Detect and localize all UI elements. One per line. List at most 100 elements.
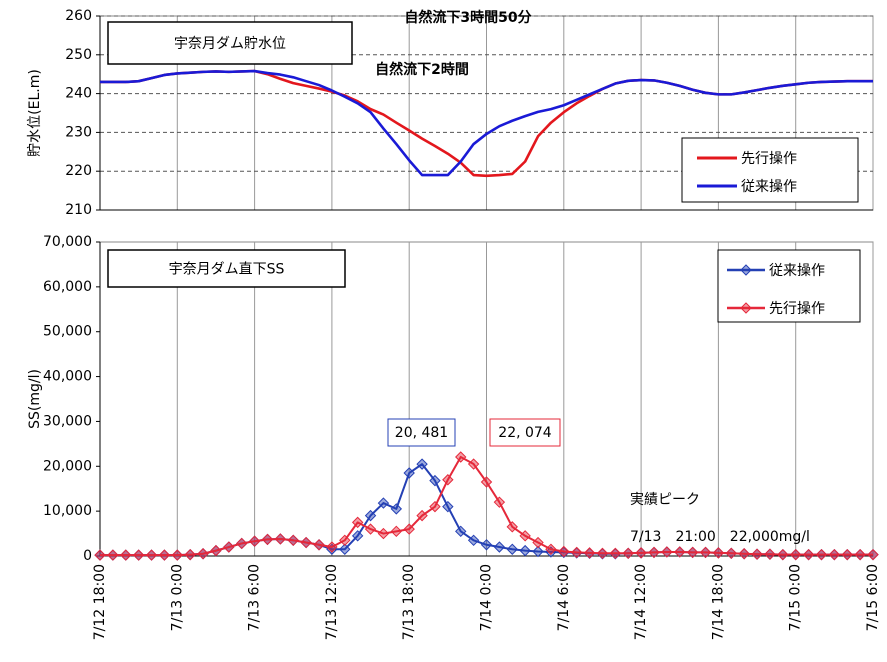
marker [287, 534, 299, 547]
marker [686, 546, 699, 559]
y-tick-label: 220 [65, 163, 92, 179]
marker [132, 549, 145, 561]
marker [442, 500, 454, 513]
marker [467, 534, 480, 547]
marker [596, 547, 609, 560]
marker [416, 509, 428, 522]
series-line [100, 69, 873, 177]
x-tick-label: 7/12 18:00 [92, 564, 108, 640]
marker [725, 547, 737, 560]
marker [377, 497, 390, 509]
y-tick-label: 30,000 [43, 413, 92, 429]
legend-label: 従来操作 [741, 179, 797, 195]
marker [145, 549, 158, 561]
annotation: 実績ピーク [630, 492, 700, 508]
marker [416, 458, 428, 470]
marker [403, 467, 415, 479]
series-line [100, 455, 873, 557]
marker [764, 548, 776, 560]
marker [351, 530, 364, 542]
marker [635, 547, 647, 559]
marker [867, 548, 879, 561]
marker [493, 541, 506, 553]
marker [390, 503, 403, 515]
marker [802, 548, 815, 561]
marker [699, 546, 712, 559]
marker [506, 521, 518, 533]
marker [532, 545, 544, 558]
marker [274, 533, 287, 545]
marker [351, 516, 364, 529]
x-tick-label: 7/14 12:00 [633, 564, 649, 640]
chart-title: 宇奈月ダム直下SS [169, 261, 285, 278]
x-tick-label: 7/14 18:00 [710, 564, 726, 640]
y-tick-label: 50,000 [43, 324, 92, 340]
title-box [107, 21, 353, 65]
y-tick-label: 20,000 [43, 458, 92, 474]
marker [532, 536, 544, 549]
marker [519, 544, 531, 557]
y-tick-label: 40,000 [43, 369, 92, 385]
legend-marker [740, 264, 752, 276]
marker [339, 534, 351, 547]
chart-title: 宇奈月ダム貯水位 [174, 36, 286, 52]
value-label: 20, 481 [395, 425, 448, 441]
marker [738, 548, 750, 560]
y-tick-label: 230 [65, 124, 92, 140]
y-tick-label: 260 [65, 8, 92, 24]
marker [480, 539, 493, 551]
y-tick-label: 10,000 [43, 503, 92, 519]
marker [570, 546, 583, 559]
marker [661, 546, 673, 558]
marker [236, 537, 248, 550]
marker [313, 539, 325, 551]
x-tick-label: 7/13 12:00 [324, 564, 340, 640]
marker [545, 543, 557, 555]
marker [622, 547, 634, 560]
y-tick-label: 210 [65, 202, 92, 218]
value-label-box [489, 418, 561, 447]
legend-box [717, 249, 861, 323]
annotation: 自然流下3時間50分 [404, 9, 531, 26]
marker [815, 548, 828, 561]
marker [377, 527, 390, 540]
marker [442, 474, 454, 486]
legend-label: 先行操作 [769, 301, 825, 317]
marker [403, 523, 415, 535]
value-label-box [387, 418, 456, 447]
marker [300, 536, 312, 549]
marker [609, 547, 622, 560]
marker [184, 548, 196, 561]
marker [712, 547, 725, 559]
x-tick-label: 7/13 18:00 [401, 564, 417, 640]
marker [158, 549, 171, 561]
marker [248, 535, 261, 547]
y-tick-label: 70,000 [43, 234, 92, 250]
marker [223, 541, 235, 553]
x-tick-label: 7/13 6:00 [247, 564, 263, 631]
marker [197, 548, 209, 560]
x-tick-label: 7/13 0:00 [169, 564, 185, 631]
marker [558, 545, 570, 558]
marker [171, 549, 184, 561]
marker [455, 525, 467, 538]
marker [506, 543, 518, 555]
value-label: 22, 074 [498, 425, 552, 441]
marker [854, 548, 866, 561]
marker [648, 546, 660, 559]
marker [261, 533, 274, 546]
y-tick-label: 60,000 [43, 279, 92, 295]
title-box [107, 249, 346, 288]
marker [583, 547, 596, 559]
x-tick-label: 7/15 0:00 [788, 564, 804, 631]
marker [467, 458, 480, 470]
marker [789, 548, 802, 561]
marker [455, 451, 467, 463]
marker [493, 496, 506, 508]
marker [326, 541, 338, 553]
marker [519, 530, 531, 542]
y-tick-label: 240 [65, 86, 92, 102]
legend-label: 従来操作 [769, 263, 825, 279]
